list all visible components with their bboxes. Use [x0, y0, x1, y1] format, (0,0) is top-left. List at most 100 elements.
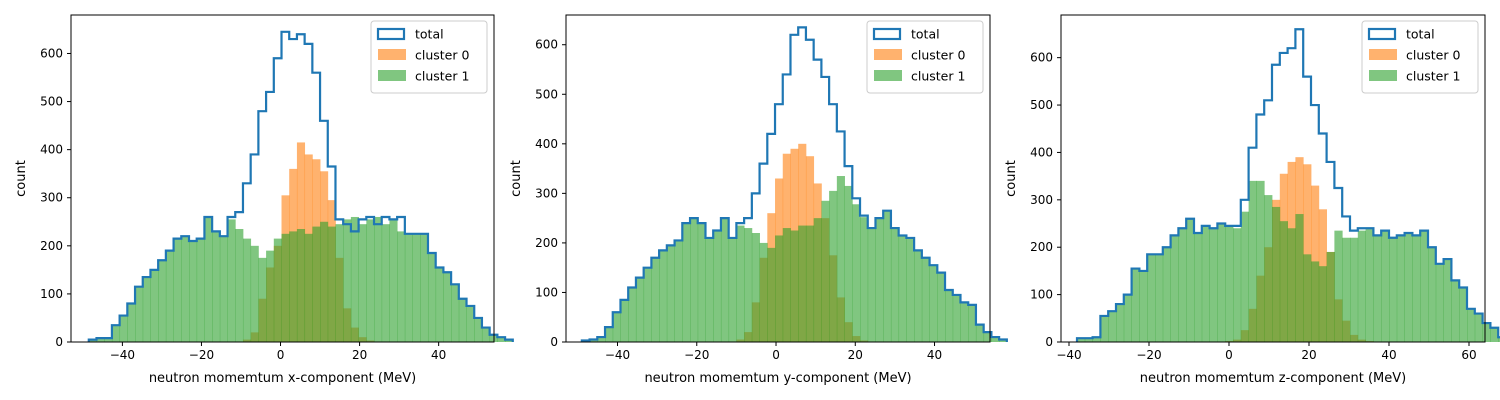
bar-cluster-1-bin-17 — [713, 230, 722, 342]
bar-cluster-1-bin-27 — [1287, 228, 1296, 342]
bar-cluster-1-bin-40 — [397, 231, 406, 342]
y-tick-label: 400 — [535, 137, 558, 151]
bar-cluster-1-bin-12 — [1170, 235, 1179, 342]
legend-swatch-total — [1367, 27, 1397, 41]
bar-cluster-1-bin-18 — [227, 219, 236, 342]
bar-cluster-1-bin-26 — [1279, 221, 1288, 342]
bar-cluster-1-bin-27 — [296, 228, 306, 342]
y-axis-label: count — [14, 160, 29, 197]
bar-cluster-1-bin-13 — [1178, 228, 1187, 342]
bar-cluster-1-bin-11 — [1162, 247, 1171, 342]
bar-cluster-1-bin-36 — [1357, 230, 1366, 342]
x-tick-label: 0 — [772, 348, 780, 362]
bar-cluster-1-bin-33 — [343, 219, 352, 342]
legend-label-cluster-1: cluster 1 — [415, 69, 469, 84]
y-tick-label: 100 — [535, 285, 558, 299]
bar-cluster-1-bin-3 — [111, 325, 121, 342]
bar-cluster-1-bin-1 — [96, 338, 105, 342]
x-tick-label: −40 — [110, 348, 135, 362]
bar-cluster-1-bin-45 — [435, 267, 444, 342]
bar-cluster-1-bin-16 — [1201, 225, 1210, 342]
axes-frame — [70, 14, 495, 343]
bar-cluster-1-bin-45 — [929, 265, 938, 342]
bar-cluster-1-bin-24 — [1264, 195, 1273, 342]
bar-cluster-1-bin-10 — [165, 250, 174, 342]
y-tick-label: 600 — [1030, 51, 1053, 65]
bar-cluster-1-bin-11 — [666, 245, 675, 342]
bar-cluster-1-bin-30 — [813, 218, 822, 342]
bar-cluster-1-bin-54 — [1498, 337, 1500, 342]
bar-cluster-1-bin-44 — [1420, 230, 1429, 342]
bar-cluster-1-bin-20 — [1233, 228, 1242, 342]
x-tick-label: 40 — [431, 348, 446, 362]
bar-cluster-1-bin-47 — [451, 284, 460, 342]
bar-cluster-0-bin-29 — [1303, 164, 1312, 342]
bar-cluster-1-bin-9 — [158, 260, 167, 342]
bar-cluster-1-bin-7 — [635, 277, 645, 342]
bar-cluster-1-bin-3 — [1100, 315, 1109, 342]
bar-cluster-1-bin-53 — [991, 337, 1000, 342]
bar-cluster-1-bin-0 — [1077, 338, 1086, 342]
legend-swatch-cluster-0 — [1369, 49, 1397, 60]
bar-cluster-1-bin-22 — [1248, 180, 1257, 342]
bar-cluster-1-bin-5 — [1116, 304, 1125, 342]
legend-label-cluster-1: cluster 1 — [911, 69, 965, 84]
y-tick-label: 500 — [535, 87, 558, 101]
bar-cluster-1-bin-40 — [1389, 237, 1398, 342]
bar-cluster-1-bin-46 — [937, 272, 946, 342]
legend-label-cluster-0: cluster 0 — [415, 48, 469, 63]
bar-cluster-1-bin-51 — [481, 327, 491, 342]
legend-label-total: total — [911, 27, 940, 42]
series-total — [1075, 28, 1500, 342]
bar-cluster-1-bin-8 — [1139, 270, 1148, 342]
bar-cluster-1-bin-11 — [173, 238, 182, 342]
bar-cluster-1-bin-23 — [1256, 180, 1265, 342]
bar-cluster-1-bin-22 — [258, 257, 267, 342]
bar-cluster-1-bin-5 — [620, 299, 629, 342]
bar-cluster-1-bin-50 — [474, 317, 483, 342]
bar-cluster-1-bin-42 — [1404, 233, 1413, 342]
y-tick-label: 500 — [40, 95, 63, 109]
bar-cluster-1-bin-48 — [952, 294, 961, 342]
bar-cluster-1-bin-20 — [736, 225, 745, 342]
bar-cluster-1-bin-9 — [1147, 254, 1156, 342]
y-tick-label: 200 — [535, 236, 558, 250]
bar-cluster-1-bin-18 — [720, 218, 730, 342]
x-tick-label: 0 — [1225, 348, 1233, 362]
bar-cluster-1-bin-21 — [1240, 211, 1249, 342]
bar-cluster-1-bin-12 — [181, 236, 190, 342]
bar-cluster-1-bin-41 — [1396, 235, 1405, 342]
bar-cluster-1-bin-15 — [697, 223, 706, 342]
bar-cluster-1-bin-1 — [1084, 338, 1093, 342]
y-tick-label: 400 — [40, 143, 63, 157]
series-cluster-1 — [581, 176, 1008, 342]
bar-cluster-1-bin-53 — [497, 337, 506, 342]
legend: total cluster 0 cluster 1 — [1361, 20, 1479, 94]
legend-swatch-total — [872, 27, 902, 41]
x-tick-label: 20 — [352, 348, 367, 362]
bar-cluster-1-bin-3 — [605, 327, 614, 342]
bar-cluster-1-bin-0 — [88, 339, 97, 342]
bar-cluster-1-bin-28 — [304, 233, 313, 342]
y-tick-label: 600 — [535, 38, 558, 52]
bar-cluster-1-bin-40 — [890, 228, 900, 342]
bar-cluster-1-bin-5 — [127, 303, 136, 342]
bar-cluster-1-bin-44 — [427, 253, 437, 342]
bar-cluster-1-bin-18 — [1217, 223, 1226, 342]
bar-cluster-1-bin-30 — [1311, 261, 1320, 342]
bar-cluster-1-bin-13 — [682, 223, 691, 342]
bar-cluster-1-bin-36 — [860, 217, 869, 342]
bar-cluster-1-bin-49 — [466, 305, 475, 342]
bar-cluster-1-bin-48 — [458, 298, 467, 342]
step-line-total — [87, 30, 514, 342]
y-tick-label: 400 — [1030, 145, 1053, 159]
y-tick-label: 100 — [1030, 288, 1053, 302]
bar-cluster-1-bin-20 — [242, 238, 252, 342]
bar-cluster-1-bin-15 — [1194, 233, 1203, 342]
bar-cluster-1-bin-36 — [366, 219, 375, 342]
bar-cluster-1-bin-46 — [443, 272, 452, 342]
legend-swatch-cluster-1 — [378, 70, 406, 81]
bar-cluster-1-bin-42 — [906, 237, 915, 342]
